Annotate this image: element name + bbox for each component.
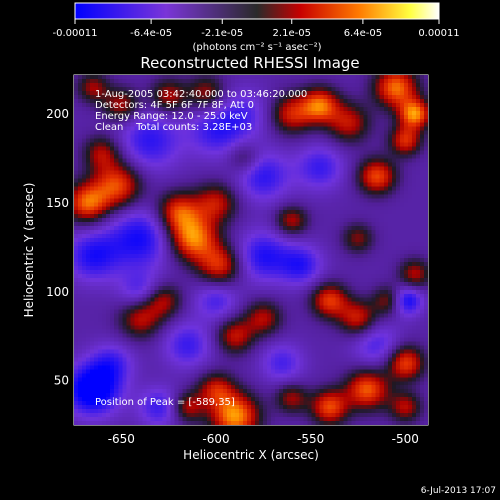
annotation-detectors: Detectors: 4F 5F 6F 7F 8F, Att 0: [95, 100, 255, 111]
y-tick-label: 200: [46, 107, 69, 121]
colorbar-tick-label: 2.1e-05: [273, 28, 311, 39]
colorbar: [74, 2, 440, 20]
y-tick-label: 100: [46, 285, 69, 299]
colorbar-tick-label: 6.4e-05: [344, 28, 382, 39]
x-tick-label: -600: [202, 432, 229, 446]
colorbar-tick-label: -2.1e-05: [201, 28, 243, 39]
annotation-clean-counts: Clean Total counts: 3.28E+03: [95, 122, 253, 133]
x-tick-label: -500: [392, 432, 419, 446]
x-tick-label: -650: [108, 432, 135, 446]
x-tick-label: -550: [297, 432, 324, 446]
annotation-time-range: 1-Aug-2005 03:42:40.000 to 03:46:20.000: [95, 89, 308, 100]
annotation-energy-range: Energy Range: 12.0 - 25.0 keV: [95, 111, 248, 122]
peak-position-label: Position of Peak = [-589,35]: [95, 397, 235, 408]
colorbar-unit-label: (photons cm⁻² s⁻¹ asec⁻²): [192, 42, 321, 53]
heatmap-image: [74, 75, 428, 425]
y-axis-label: Heliocentric Y (arcsec): [22, 183, 36, 318]
colorbar-tick-label: 0.00011: [418, 28, 459, 39]
footer-date: 6-Jul-2013 17:07: [420, 486, 496, 496]
x-axis-label: Heliocentric X (arcsec): [183, 448, 319, 462]
colorbar-tick-label: -6.4e-05: [130, 28, 172, 39]
colorbar-ticks: -0.00011 -6.4e-05 -2.1e-05 2.1e-05 6.4e-05 0.…: [53, 19, 460, 39]
y-tick-label: 50: [54, 374, 69, 388]
chart-title: Reconstructed RHESSI Image: [140, 54, 359, 72]
y-tick-label: 150: [46, 196, 69, 210]
colorbar-tick-label: -0.00011: [53, 28, 98, 39]
